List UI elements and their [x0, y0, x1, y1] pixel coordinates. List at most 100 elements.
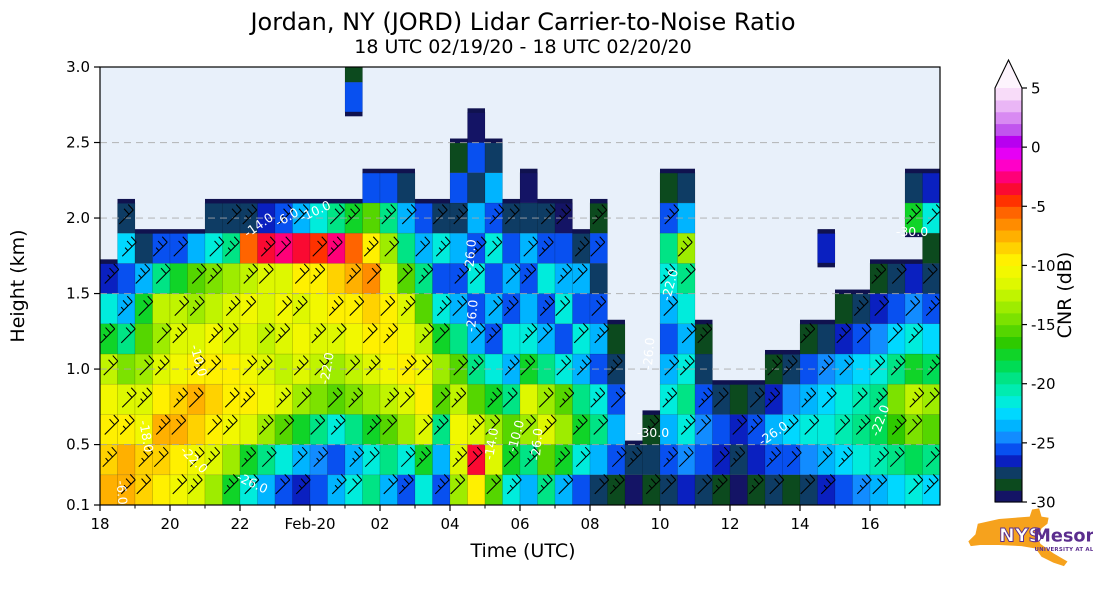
- heatmap-cell: [344, 323, 363, 355]
- wind-barb-icon: [909, 387, 925, 408]
- heatmap-cell: [519, 383, 538, 415]
- cloud-top-edge: [905, 168, 923, 174]
- heatmap-cell: [222, 232, 241, 264]
- heatmap-cell: [554, 232, 573, 264]
- heatmap-cell: [117, 263, 136, 294]
- wind-barb-icon: [539, 295, 555, 317]
- heatmap-cell: [187, 232, 206, 264]
- wind-barb-icon: [453, 204, 469, 225]
- heatmap-cell: [572, 232, 591, 264]
- heatmap-cell: [677, 383, 696, 415]
- wind-barb-icon: [329, 204, 345, 225]
- wind-barb-icon: [765, 387, 781, 408]
- wind-barb-icon: [557, 263, 573, 284]
- colorbar-segment: [995, 478, 1022, 491]
- wind-barb-icon: [855, 414, 871, 435]
- wind-barb-icon: [800, 474, 816, 495]
- heatmap-cell: [537, 383, 556, 415]
- wind-barb-icon: [189, 446, 205, 468]
- wind-barb-icon: [152, 236, 168, 257]
- contour-label: -18.0: [136, 419, 156, 454]
- heatmap-cell: [292, 323, 311, 355]
- wind-barb-icon: [887, 323, 903, 344]
- wind-barb-icon: [435, 387, 451, 408]
- colorbar-segment: [995, 371, 1022, 385]
- wind-barb-icon: [100, 323, 116, 344]
- wind-barb-icon: [487, 387, 503, 408]
- wind-barb-icon: [242, 355, 258, 376]
- wind-barb-icon: [401, 355, 417, 376]
- heatmap-cell: [187, 293, 206, 325]
- cloud-top-edge: [502, 198, 520, 204]
- heatmap-cell: [607, 414, 626, 445]
- wind-barb-icon: [679, 355, 695, 376]
- wind-barb-icon: [331, 474, 347, 495]
- wind-barb-icon: [714, 446, 730, 468]
- wind-barbs: [100, 204, 940, 495]
- wind-barb-icon: [349, 295, 365, 317]
- colorbar-segment: [995, 490, 1022, 503]
- wind-barb-icon: [521, 263, 537, 284]
- heatmap-cell: [204, 293, 223, 325]
- heatmap-cell: [922, 323, 940, 355]
- heatmap-cell: [904, 444, 923, 476]
- wind-barb-icon: [801, 387, 817, 408]
- wind-barb-icon: [874, 295, 890, 317]
- heatmap-cell: [379, 293, 398, 325]
- wind-barb-icon: [677, 236, 693, 257]
- heatmap-cell: [467, 383, 486, 415]
- wind-barb-icon: [435, 236, 451, 257]
- wind-barb-icon: [502, 387, 518, 408]
- colorbar-segment: [995, 99, 1022, 113]
- x-tick-label: 12: [720, 515, 739, 533]
- colorbar-outline: [994, 58, 1023, 503]
- wind-barb-icon: [627, 446, 643, 468]
- heatmap-cell: [537, 232, 556, 264]
- wind-barb-icon: [523, 236, 539, 257]
- cloud-base-edge: [345, 111, 363, 117]
- wind-barb-icon: [436, 295, 452, 317]
- heatmap-cell: [187, 383, 206, 415]
- x-axis: 18 20 22 Feb-20 02 04 06 08 10 12 14 16: [90, 505, 906, 533]
- wind-barb-icon: [362, 323, 378, 344]
- wind-barb-icon: [156, 323, 172, 344]
- wind-barb-icon: [924, 387, 940, 408]
- colorbar-segment: [995, 111, 1022, 125]
- colorbar-segment: [995, 123, 1022, 136]
- logo-nys-text: NYS: [999, 524, 1042, 546]
- wind-barb-icon: [644, 414, 660, 435]
- wind-barb-icon: [241, 295, 257, 317]
- wind-barb-icon: [664, 204, 680, 225]
- cloud-top-edge: [537, 198, 555, 204]
- wind-barb-icon: [187, 474, 203, 495]
- wind-barb-icon: [279, 414, 295, 435]
- cloud-top-edge: [747, 380, 765, 385]
- cloud-base-edge: [905, 232, 923, 238]
- wind-barb-icon: [292, 295, 308, 317]
- cloud-top-edge: [590, 198, 608, 204]
- heatmap-cell: [379, 172, 398, 204]
- colorbar-tick-label: 5: [1031, 80, 1041, 98]
- heatmap-cell: [817, 323, 836, 355]
- nys-mesonet-logo: NYS Mesonet UNIVERSITY AT ALBANY: [968, 508, 1093, 567]
- heatmap-cell: [572, 263, 591, 294]
- cloud-top-edge: [625, 440, 643, 446]
- wind-barb-icon: [559, 387, 575, 408]
- heatmap-cell: [397, 232, 416, 264]
- wind-barb-icon: [556, 204, 572, 225]
- wind-barb-icon: [503, 446, 519, 468]
- wind-barb-icon: [383, 474, 399, 495]
- heatmap-cell: [169, 263, 188, 294]
- y-axis: 3.0 2.5 2.0 1.5 1.0 0.5 0.1: [66, 58, 100, 514]
- wind-barb-icon: [311, 323, 327, 344]
- heatmap-cell: [134, 263, 153, 294]
- wind-barb-icon: [471, 236, 487, 257]
- wind-barb-icon: [467, 446, 483, 468]
- wind-barb-icon: [555, 446, 571, 468]
- cloud-top-edge: [450, 138, 468, 144]
- cloud-top-edge: [345, 198, 363, 204]
- wind-barb-icon: [680, 263, 696, 284]
- cloud-top-edge: [695, 319, 713, 325]
- heatmap-cell: [292, 293, 311, 325]
